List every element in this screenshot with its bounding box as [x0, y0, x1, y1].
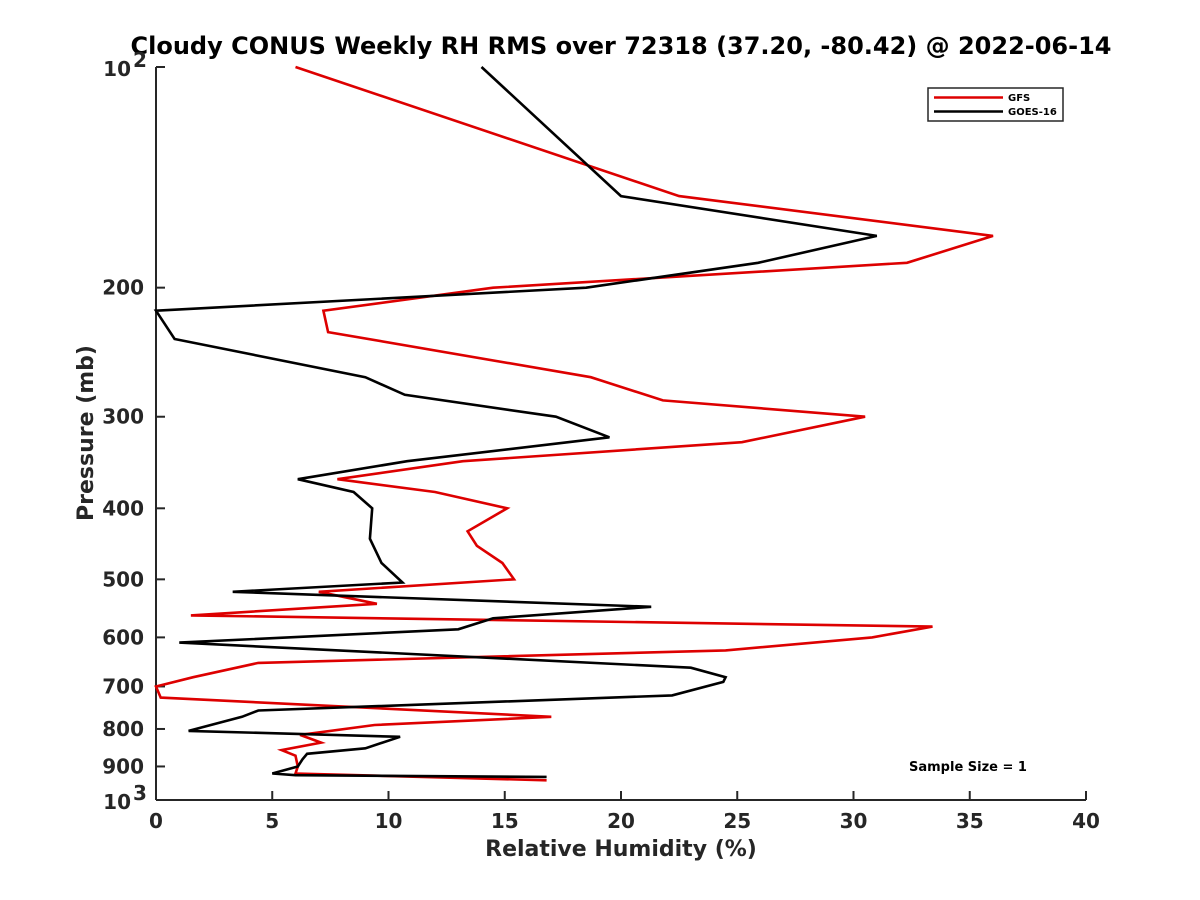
y-tick-label: 900	[102, 754, 144, 778]
legend: GFS GOES-16	[927, 87, 1064, 122]
x-tick-label: 35	[956, 809, 984, 833]
y-tick-label: 600	[102, 625, 144, 649]
sample-size-annotation: Sample Size = 1	[909, 760, 1027, 775]
x-tick-label: 40	[1072, 809, 1100, 833]
legend-box	[927, 87, 1064, 122]
y-axis-label: Pressure (mb)	[74, 345, 99, 521]
x-tick-label: 25	[723, 809, 751, 833]
y-tick-label: 400	[102, 496, 144, 520]
x-tick-label: 20	[607, 809, 635, 833]
y-tick-label: 500	[102, 567, 144, 591]
y-tick-label-exponent: 2	[133, 48, 147, 72]
x-tick-label: 10	[375, 809, 403, 833]
series-line-goes16	[153, 66, 878, 779]
y-tick-label: 300	[102, 405, 144, 429]
x-tick-label: 0	[149, 809, 163, 833]
x-axis-ticks: 0 5 10 15 20 25 30 35 40	[149, 791, 1100, 833]
y-tick-label: 700	[102, 674, 144, 698]
y-tick-label-base: 10	[103, 790, 131, 814]
y-tick-label: 800	[102, 717, 144, 741]
legend-label-gfs: GFS	[1008, 93, 1030, 104]
y-tick-label-exponent: 3	[133, 781, 147, 805]
series-layer	[153, 65, 994, 782]
chart-title: Cloudy CONUS Weekly RH RMS over 72318 (3…	[131, 32, 1112, 60]
legend-label-goes16: GOES-16	[1008, 107, 1057, 118]
x-tick-label: 5	[265, 809, 279, 833]
x-axis-label: Relative Humidity (%)	[485, 837, 757, 862]
x-tick-label: 30	[840, 809, 868, 833]
x-tick-label: 15	[491, 809, 519, 833]
y-tick-label: 200	[102, 276, 144, 300]
y-tick-label-base: 10	[103, 57, 131, 81]
